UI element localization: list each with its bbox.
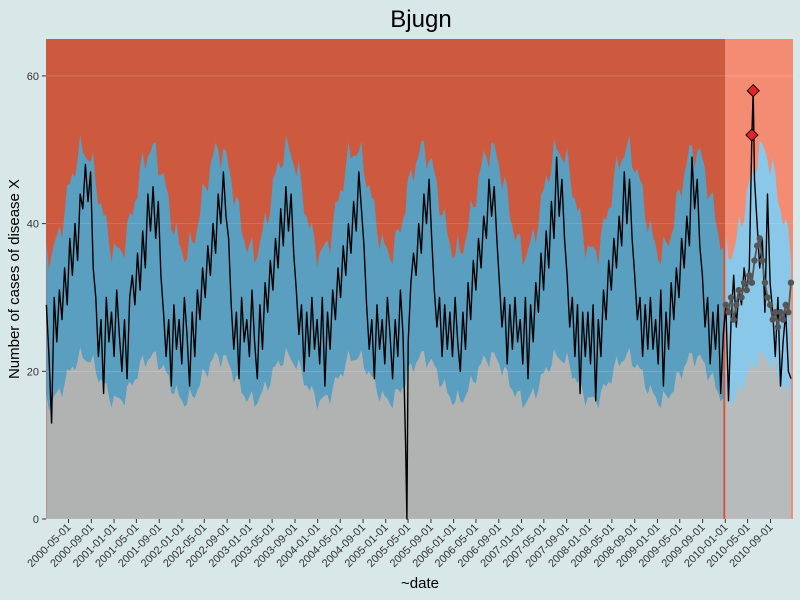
series-point-2 xyxy=(766,301,774,309)
series-point-2 xyxy=(779,316,787,323)
series-point-2 xyxy=(782,301,789,309)
y-tick-label: 0 xyxy=(33,514,39,526)
series-point-2 xyxy=(740,279,748,286)
y-axis: 0 20 40 60 xyxy=(27,71,46,526)
region-low-prediction xyxy=(725,350,791,519)
series-point-2 xyxy=(759,257,766,264)
series-point-2 xyxy=(764,294,771,301)
series-point-2 xyxy=(756,235,763,242)
series-point-2 xyxy=(725,309,732,316)
series-point-2 xyxy=(769,316,776,323)
plot-area xyxy=(45,39,795,520)
series-point-2 xyxy=(748,279,756,286)
series-point-2 xyxy=(787,279,795,286)
series-point-2 xyxy=(746,272,753,279)
series-point-2 xyxy=(738,294,745,301)
series-line-1 xyxy=(45,90,792,520)
series-point-2 xyxy=(735,286,743,294)
alert-marker xyxy=(745,128,759,142)
region-low xyxy=(46,346,724,519)
series-point-2 xyxy=(774,323,782,331)
alert-marker xyxy=(746,83,760,98)
series-point-2 xyxy=(743,286,750,294)
series-point-2 xyxy=(722,301,730,309)
series-point-2 xyxy=(753,242,761,249)
chart-title: Bjugn xyxy=(390,6,451,33)
y-tick-label: 40 xyxy=(27,219,39,231)
x-axis: 2000-05-012000-09-012001-01-012001-05-01… xyxy=(25,519,776,570)
series-point-2 xyxy=(730,316,737,323)
series-point-2 xyxy=(777,309,784,316)
series-point-2 xyxy=(772,309,779,316)
y-tick-label: 20 xyxy=(27,366,39,378)
x-axis-title: ~date xyxy=(401,575,439,592)
series-point-2 xyxy=(727,294,735,301)
y-tick-label: 60 xyxy=(27,71,39,83)
series-point-2 xyxy=(761,279,769,286)
series-point-2 xyxy=(733,301,740,309)
series-point-2 xyxy=(751,257,758,264)
y-axis-title: Number of cases of disease X xyxy=(6,179,23,379)
series-point-2 xyxy=(785,309,792,316)
